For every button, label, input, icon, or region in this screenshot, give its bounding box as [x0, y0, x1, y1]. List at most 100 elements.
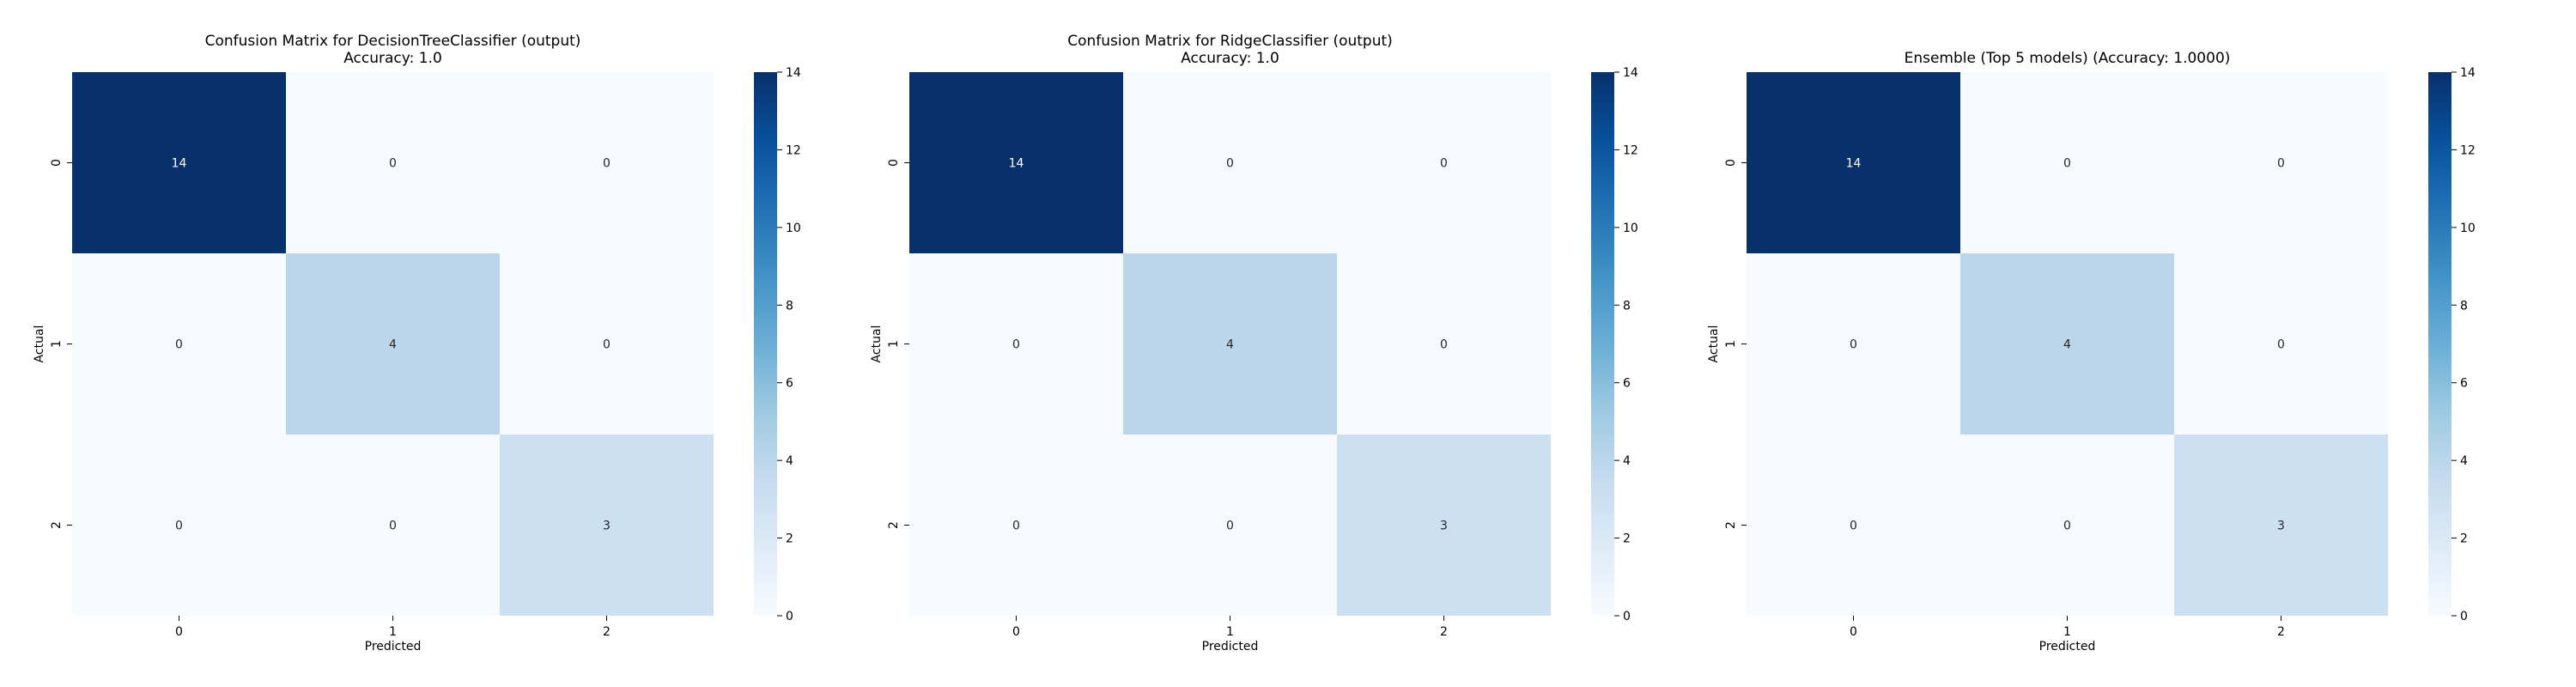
x-tick-label: 0 [1850, 625, 1857, 639]
heatmap-cell [1337, 435, 1551, 616]
heatmap-cell [72, 435, 286, 616]
colorbar-tick-label: 12 [2460, 143, 2476, 157]
heatmap-cell [1337, 253, 1551, 435]
y-tick-label: 0 [887, 159, 901, 167]
cell-value-label: 0 [1440, 157, 1448, 171]
y-tick-label: 2 [50, 521, 64, 529]
cell-value-label: 4 [1226, 338, 1234, 352]
colorbar-tick-label: 12 [786, 143, 801, 157]
colorbar-tick-label: 0 [2460, 610, 2468, 623]
cell-value-label: 0 [1850, 520, 1857, 533]
colorbar-tick-label: 10 [1623, 222, 1638, 235]
heatmap-cell [1337, 72, 1551, 253]
cell-value-label: 0 [603, 338, 611, 352]
y-tick-label: 1 [50, 340, 64, 348]
heatmap-cell [286, 435, 500, 616]
colorbar-tick-label: 0 [1623, 610, 1631, 623]
colorbar-tick-label: 6 [2460, 377, 2468, 391]
y-tick-label: 0 [50, 159, 64, 167]
colorbar-tick-label: 6 [1623, 377, 1631, 391]
y-axis-label: Actual [1707, 325, 1721, 363]
y-axis-label: Actual [870, 325, 884, 363]
heatmap-cell [909, 435, 1123, 616]
heatmap-panel-2: Confusion Matrix for RidgeClassifier (ou… [870, 33, 1638, 654]
heatmap-cell [2174, 435, 2388, 616]
heatmap-cell [500, 253, 714, 435]
heatmap-cell [286, 253, 500, 435]
cell-value-label: 0 [1012, 520, 1020, 533]
y-tick-label: 1 [1724, 340, 1738, 348]
x-axis-label: Predicted [1202, 640, 1259, 654]
cell-value-label: 0 [2277, 157, 2285, 171]
colorbar-tick-label: 8 [2460, 299, 2468, 313]
heatmap-cell [1960, 253, 2174, 435]
heatmap-cell [1747, 253, 1960, 435]
colorbar-tick-label: 4 [786, 454, 793, 468]
heatmap-cell [1123, 72, 1337, 253]
heatmap-cell [72, 72, 286, 253]
chart-title: Confusion Matrix for DecisionTreeClassif… [205, 33, 581, 50]
colorbar-tick-label: 0 [786, 610, 793, 623]
cell-value-label: 3 [1440, 520, 1448, 533]
cell-value-label: 0 [389, 520, 397, 533]
cell-value-label: 0 [389, 157, 397, 171]
colorbar-tick-label: 4 [1623, 454, 1631, 468]
cell-value-label: 0 [1012, 338, 1020, 352]
heatmap-cell [1960, 72, 2174, 253]
colorbar-tick-label: 14 [1623, 66, 1638, 80]
colorbar [754, 72, 777, 616]
x-axis-label: Predicted [365, 640, 422, 654]
cell-value-label: 3 [603, 520, 611, 533]
cell-value-label: 0 [1226, 157, 1234, 171]
heatmap-cell [1747, 435, 1960, 616]
y-tick-label: 2 [1724, 521, 1738, 529]
x-tick-label: 1 [389, 625, 397, 639]
colorbar-tick-label: 10 [2460, 222, 2476, 235]
cell-value-label: 14 [1846, 157, 1862, 171]
cell-value-label: 3 [2277, 520, 2285, 533]
heatmap-cell [500, 72, 714, 253]
y-tick-label: 1 [887, 340, 901, 348]
heatmap-cell [909, 253, 1123, 435]
cell-value-label: 0 [1850, 338, 1857, 352]
heatmap-cell [1747, 72, 1960, 253]
heatmap-cell [72, 253, 286, 435]
colorbar-tick-label: 2 [1623, 532, 1631, 546]
chart-title: Accuracy: 1.0 [343, 50, 442, 67]
chart-title: Confusion Matrix for RidgeClassifier (ou… [1067, 33, 1393, 50]
cell-value-label: 0 [2277, 338, 2285, 352]
cell-value-label: 14 [172, 157, 187, 171]
cell-value-label: 0 [2063, 520, 2071, 533]
heatmap-panel-3: Ensemble (Top 5 models) (Accuracy: 1.000… [1707, 50, 2476, 654]
colorbar-tick-label: 6 [786, 377, 793, 391]
cell-value-label: 4 [389, 338, 397, 352]
heatmap-cell [2174, 72, 2388, 253]
colorbar-tick-label: 4 [2460, 454, 2468, 468]
colorbar-tick-label: 8 [1623, 299, 1631, 313]
heatmap-cell [286, 72, 500, 253]
x-tick-label: 0 [175, 625, 183, 639]
colorbar [2428, 72, 2451, 616]
cell-value-label: 0 [2063, 157, 2071, 171]
heatmap-cell [2174, 253, 2388, 435]
x-tick-label: 2 [603, 625, 611, 639]
heatmap-cell [1123, 435, 1337, 616]
y-tick-label: 0 [1724, 159, 1738, 167]
cell-value-label: 0 [1440, 338, 1448, 352]
cell-value-label: 4 [2063, 338, 2071, 352]
cell-value-label: 14 [1009, 157, 1024, 171]
colorbar-tick-label: 2 [786, 532, 793, 546]
x-tick-label: 2 [2277, 625, 2285, 639]
x-tick-label: 0 [1012, 625, 1020, 639]
x-tick-label: 2 [1440, 625, 1448, 639]
heatmap-cell [1960, 435, 2174, 616]
cell-value-label: 0 [1226, 520, 1234, 533]
colorbar-tick-label: 2 [2460, 532, 2468, 546]
x-axis-label: Predicted [2039, 640, 2096, 654]
y-axis-label: Actual [33, 325, 46, 363]
colorbar-tick-label: 12 [1623, 143, 1638, 157]
colorbar-tick-label: 14 [786, 66, 801, 80]
heatmap-cell [909, 72, 1123, 253]
colorbar [1591, 72, 1614, 616]
